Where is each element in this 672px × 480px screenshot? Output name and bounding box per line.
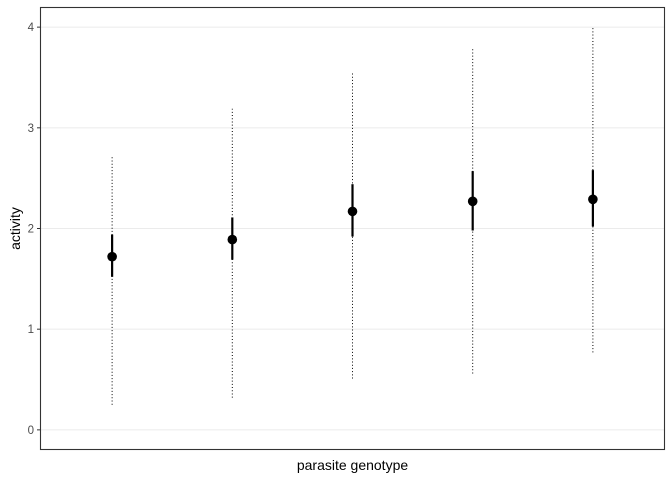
mean-point <box>467 196 478 207</box>
x-axis-title: parasite genotype <box>297 457 409 473</box>
mean-points <box>107 194 598 262</box>
y-tick-label: 3 <box>28 123 34 135</box>
y-tick-label: 0 <box>28 425 34 437</box>
y-tick-label: 1 <box>28 324 34 336</box>
mean-point <box>107 251 117 262</box>
mean-point <box>227 234 238 245</box>
y-tick-label: 4 <box>28 22 35 34</box>
mean-point <box>588 194 598 205</box>
panel-border <box>39 6 666 451</box>
mean-point <box>347 206 358 217</box>
y-axis-title: activity <box>7 207 23 250</box>
y-tick-label: 2 <box>28 224 34 236</box>
y-axis: 0 1 2 3 4 <box>28 22 40 437</box>
